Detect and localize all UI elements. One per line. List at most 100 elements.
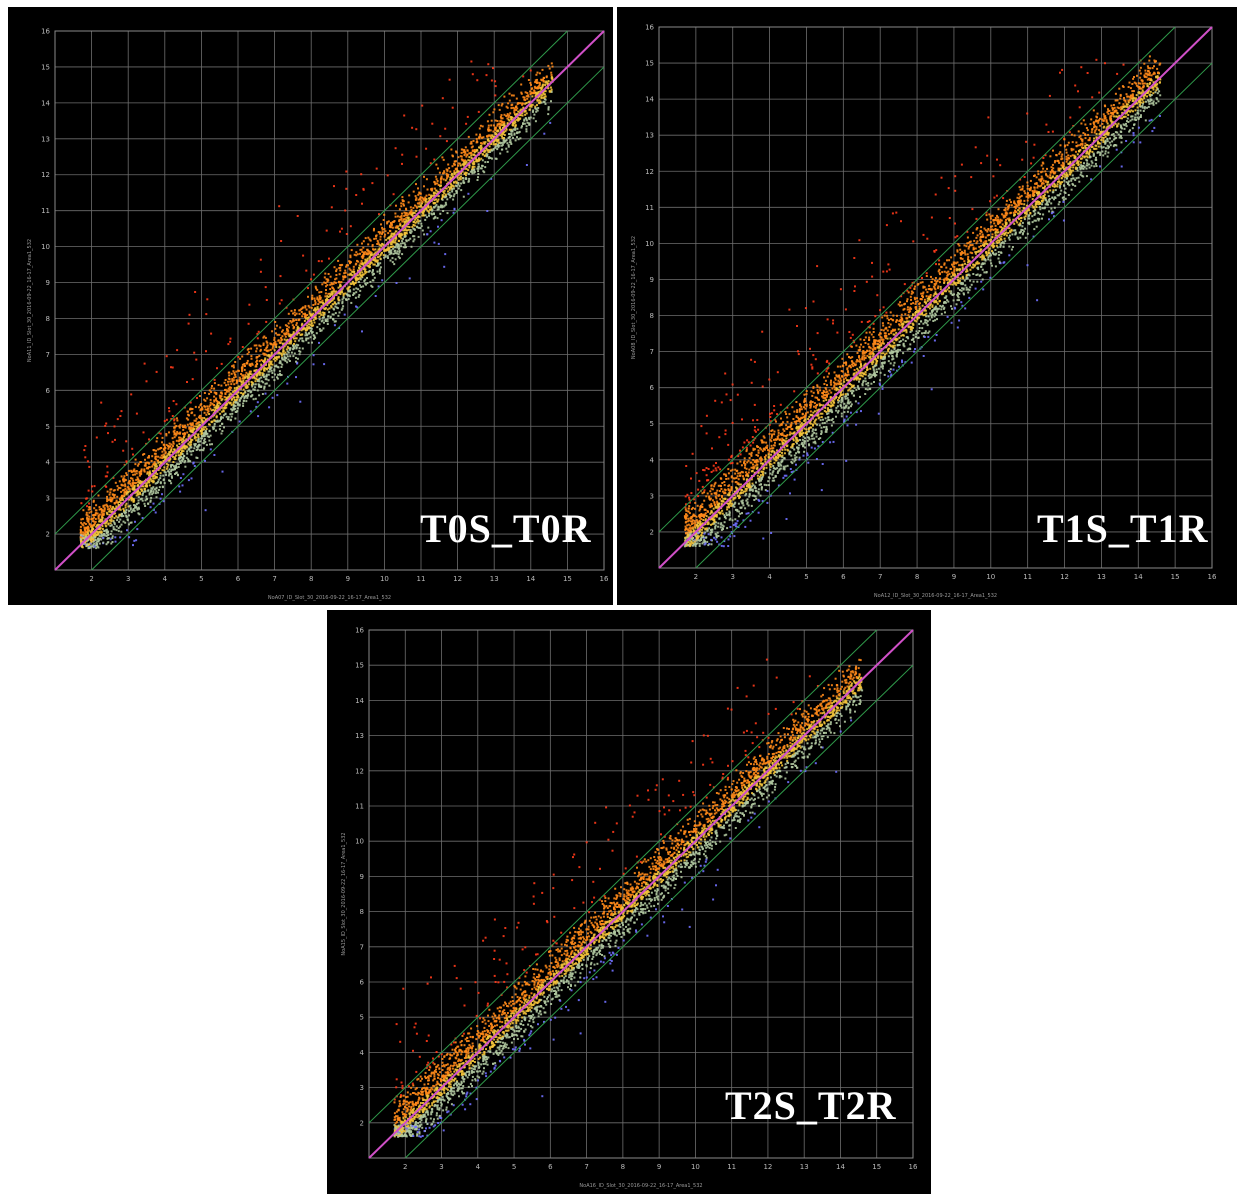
data-point <box>260 376 263 379</box>
data-point <box>314 310 317 313</box>
data-point <box>136 508 139 511</box>
data-point <box>208 429 211 432</box>
data-point <box>244 391 247 394</box>
data-point <box>273 368 276 371</box>
data-point <box>378 243 381 246</box>
data-point <box>452 185 455 188</box>
data-point <box>459 164 462 167</box>
data-point <box>448 167 451 170</box>
data-point <box>200 418 203 421</box>
data-point <box>347 288 350 291</box>
data-point <box>148 479 151 482</box>
data-point <box>455 168 458 171</box>
data-point <box>481 142 484 145</box>
data-point <box>355 251 358 254</box>
data-point <box>546 81 549 84</box>
data-point <box>488 145 491 148</box>
data-point <box>123 492 126 495</box>
data-point <box>213 425 216 428</box>
data-point <box>234 410 237 413</box>
data-point <box>466 149 469 152</box>
data-point <box>267 370 270 373</box>
data-point <box>157 491 159 494</box>
data-point <box>298 350 301 353</box>
data-point <box>204 509 207 512</box>
data-point <box>246 396 249 399</box>
data-point <box>151 493 154 496</box>
data-point <box>282 349 285 352</box>
data-point <box>136 464 139 467</box>
data-point <box>189 422 192 425</box>
data-point <box>523 118 526 121</box>
data-point <box>188 435 191 438</box>
data-point <box>747 441 750 444</box>
data-point <box>243 397 246 400</box>
data-point <box>171 415 174 417</box>
data-point <box>305 339 308 342</box>
data-point <box>258 373 261 376</box>
data-point <box>92 533 95 536</box>
data-point <box>251 363 254 366</box>
data-point <box>310 320 313 323</box>
data-point <box>231 408 234 411</box>
data-point <box>1045 174 1048 177</box>
data-point <box>366 277 368 279</box>
data-point <box>307 341 310 344</box>
data-point <box>287 347 290 350</box>
data-point <box>421 200 424 203</box>
data-point <box>119 536 122 539</box>
data-point <box>241 395 243 398</box>
data-point <box>250 347 253 350</box>
data-point <box>487 157 490 160</box>
data-point <box>198 395 201 397</box>
data-point <box>535 81 538 84</box>
data-point <box>334 281 337 284</box>
data-point <box>927 331 930 334</box>
data-point <box>212 404 215 407</box>
data-point <box>182 426 184 428</box>
data-point <box>223 395 226 398</box>
data-point <box>833 398 836 401</box>
data-point <box>246 375 249 378</box>
data-point <box>447 190 449 193</box>
data-point <box>337 259 340 262</box>
data-point <box>424 196 427 199</box>
data-point <box>192 461 195 464</box>
data-point <box>1087 144 1090 147</box>
data-point <box>323 281 326 284</box>
data-point <box>79 525 82 528</box>
data-point <box>234 361 237 363</box>
data-point <box>111 508 113 510</box>
data-point <box>363 251 365 254</box>
data-point <box>470 142 473 145</box>
data-point <box>833 388 836 391</box>
data-point <box>969 279 972 282</box>
y-tick-label: 12 <box>41 171 50 179</box>
data-point <box>727 443 730 446</box>
data-point <box>714 538 717 541</box>
data-point <box>436 200 439 203</box>
data-point <box>82 524 85 527</box>
data-point <box>79 534 82 537</box>
data-point <box>122 498 124 501</box>
data-point <box>903 283 906 286</box>
data-point <box>488 113 491 116</box>
data-point <box>964 253 967 256</box>
data-point <box>336 307 339 310</box>
data-point <box>179 448 182 451</box>
data-point <box>1015 219 1018 222</box>
data-point <box>447 163 450 166</box>
data-point <box>186 431 189 434</box>
data-point <box>122 449 125 452</box>
data-point <box>142 431 145 434</box>
data-point <box>1017 237 1020 240</box>
data-point <box>334 278 337 281</box>
data-point <box>238 385 241 388</box>
data-point <box>109 506 112 509</box>
data-point <box>488 149 491 152</box>
data-point <box>437 242 440 245</box>
data-point <box>475 133 478 136</box>
data-point <box>550 88 553 91</box>
data-point <box>129 508 132 511</box>
data-point <box>281 357 284 359</box>
